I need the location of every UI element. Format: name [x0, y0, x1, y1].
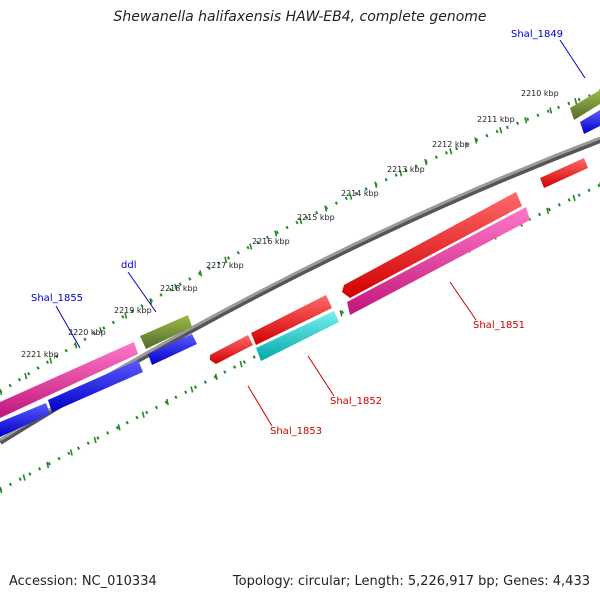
inner-ring-tick — [572, 194, 576, 202]
features — [0, 90, 600, 437]
inner-ring-tick — [46, 461, 50, 469]
topology-label: Topology: circular; Length: 5,226,917 bp… — [232, 574, 590, 589]
feature-red-small-right[interactable] — [540, 158, 588, 188]
inner-ring-tick — [165, 398, 169, 406]
leader-shal-1849 — [559, 39, 586, 79]
genome-backbone — [0, 136, 600, 445]
ruler-label: 2219 kbp — [114, 306, 152, 315]
ruler-tick — [299, 217, 303, 225]
ruler-tick — [249, 243, 253, 250]
ruler-label: 2220 kbp — [68, 328, 106, 337]
ruler-tick — [49, 357, 53, 364]
gene-label-shal-1849[interactable]: Shal_1849 — [511, 29, 563, 40]
feature-shal-1851[interactable] — [347, 207, 530, 315]
outer-ruler — [0, 90, 600, 394]
feature-shal-1853[interactable] — [210, 335, 253, 364]
feature-red-long[interactable] — [342, 192, 522, 298]
feature-blue-left-long[interactable] — [48, 360, 143, 412]
feature-blue-ddl[interactable] — [148, 334, 197, 365]
ruler-tick — [124, 312, 128, 319]
ruler-label: 2210 kbp — [521, 89, 559, 98]
gene-label-ddl[interactable]: ddl — [121, 260, 136, 271]
leader-shal-1851 — [449, 281, 477, 321]
ruler-tick — [274, 230, 278, 237]
feature-shal-1849[interactable] — [570, 90, 600, 120]
feature-red-mid[interactable] — [251, 295, 332, 345]
leader-shal-1853 — [247, 385, 273, 427]
ruler-label: 2214 kbp — [341, 189, 379, 198]
ruler-tick — [149, 298, 153, 305]
ruler-label: 2221 kbp — [21, 350, 59, 359]
ruler-label: 2213 kbp — [387, 165, 425, 174]
ruler-tick — [524, 117, 528, 124]
leader-lines — [55, 39, 586, 427]
inner-ring-tick — [239, 360, 243, 368]
leader-shal-1852 — [307, 355, 335, 397]
ruler-label: 2212 kbp — [432, 140, 470, 149]
ruler-tick — [574, 97, 578, 105]
feature-shal-1852[interactable] — [256, 311, 339, 361]
gene-label-shal-1855[interactable]: Shal_1855 — [31, 293, 83, 304]
gene-label-shal-1852[interactable]: Shal_1852 — [330, 396, 382, 407]
ruler-labels: 2210 kbp 2211 kbp 2212 kbp 2213 kbp 2214… — [21, 89, 559, 359]
inner-ring-tick — [339, 310, 343, 317]
ruler-tick — [474, 137, 478, 144]
ruler-tick — [499, 127, 503, 134]
gene-labels: Shal_1849 ddl Shal_1855 Shal_1851 Shal_1… — [31, 29, 563, 437]
ruler-label: 2211 kbp — [477, 115, 515, 124]
feature-ddl[interactable] — [140, 315, 192, 349]
feature-blue-topright[interactable] — [580, 110, 600, 134]
ruler-tick — [324, 205, 328, 212]
leader-ddl — [127, 271, 157, 313]
inner-ring-tick — [190, 386, 194, 393]
ruler-tick — [199, 270, 203, 277]
gene-label-shal-1851[interactable]: Shal_1851 — [473, 320, 525, 331]
inner-ring-tick — [93, 436, 97, 444]
accession-label: Accession: NC_010334 — [9, 574, 157, 589]
ruler-tick — [224, 256, 228, 263]
inner-ring-tick — [22, 474, 26, 481]
gene-label-shal-1853[interactable]: Shal_1853 — [270, 426, 322, 437]
inner-ring-tick — [141, 411, 145, 418]
ruler-label: 2215 kbp — [297, 213, 335, 222]
ruler-tick — [24, 372, 28, 380]
inner-ring-tick — [214, 373, 218, 380]
ruler-tick — [174, 283, 178, 291]
ruler-tick — [349, 193, 353, 200]
ruler-tick — [399, 170, 403, 177]
ruler-tick — [449, 148, 453, 155]
inner-ring-tick — [117, 424, 121, 431]
map-title: Shewanella halifaxensis HAW-EB4, complet… — [113, 9, 487, 25]
feature-blue-left-short[interactable] — [0, 403, 50, 437]
ruler-label: 2217 kbp — [206, 261, 244, 270]
ruler-tick — [549, 107, 553, 114]
ruler-tick — [99, 327, 103, 334]
ruler-label: 2218 kbp — [160, 284, 198, 293]
feature-shal-1855[interactable] — [0, 342, 138, 418]
inner-ring-tick — [546, 207, 550, 214]
inner-ring-tick — [69, 449, 73, 456]
ruler-label: 2216 kbp — [252, 237, 290, 246]
leader-shal-1855 — [55, 305, 81, 349]
